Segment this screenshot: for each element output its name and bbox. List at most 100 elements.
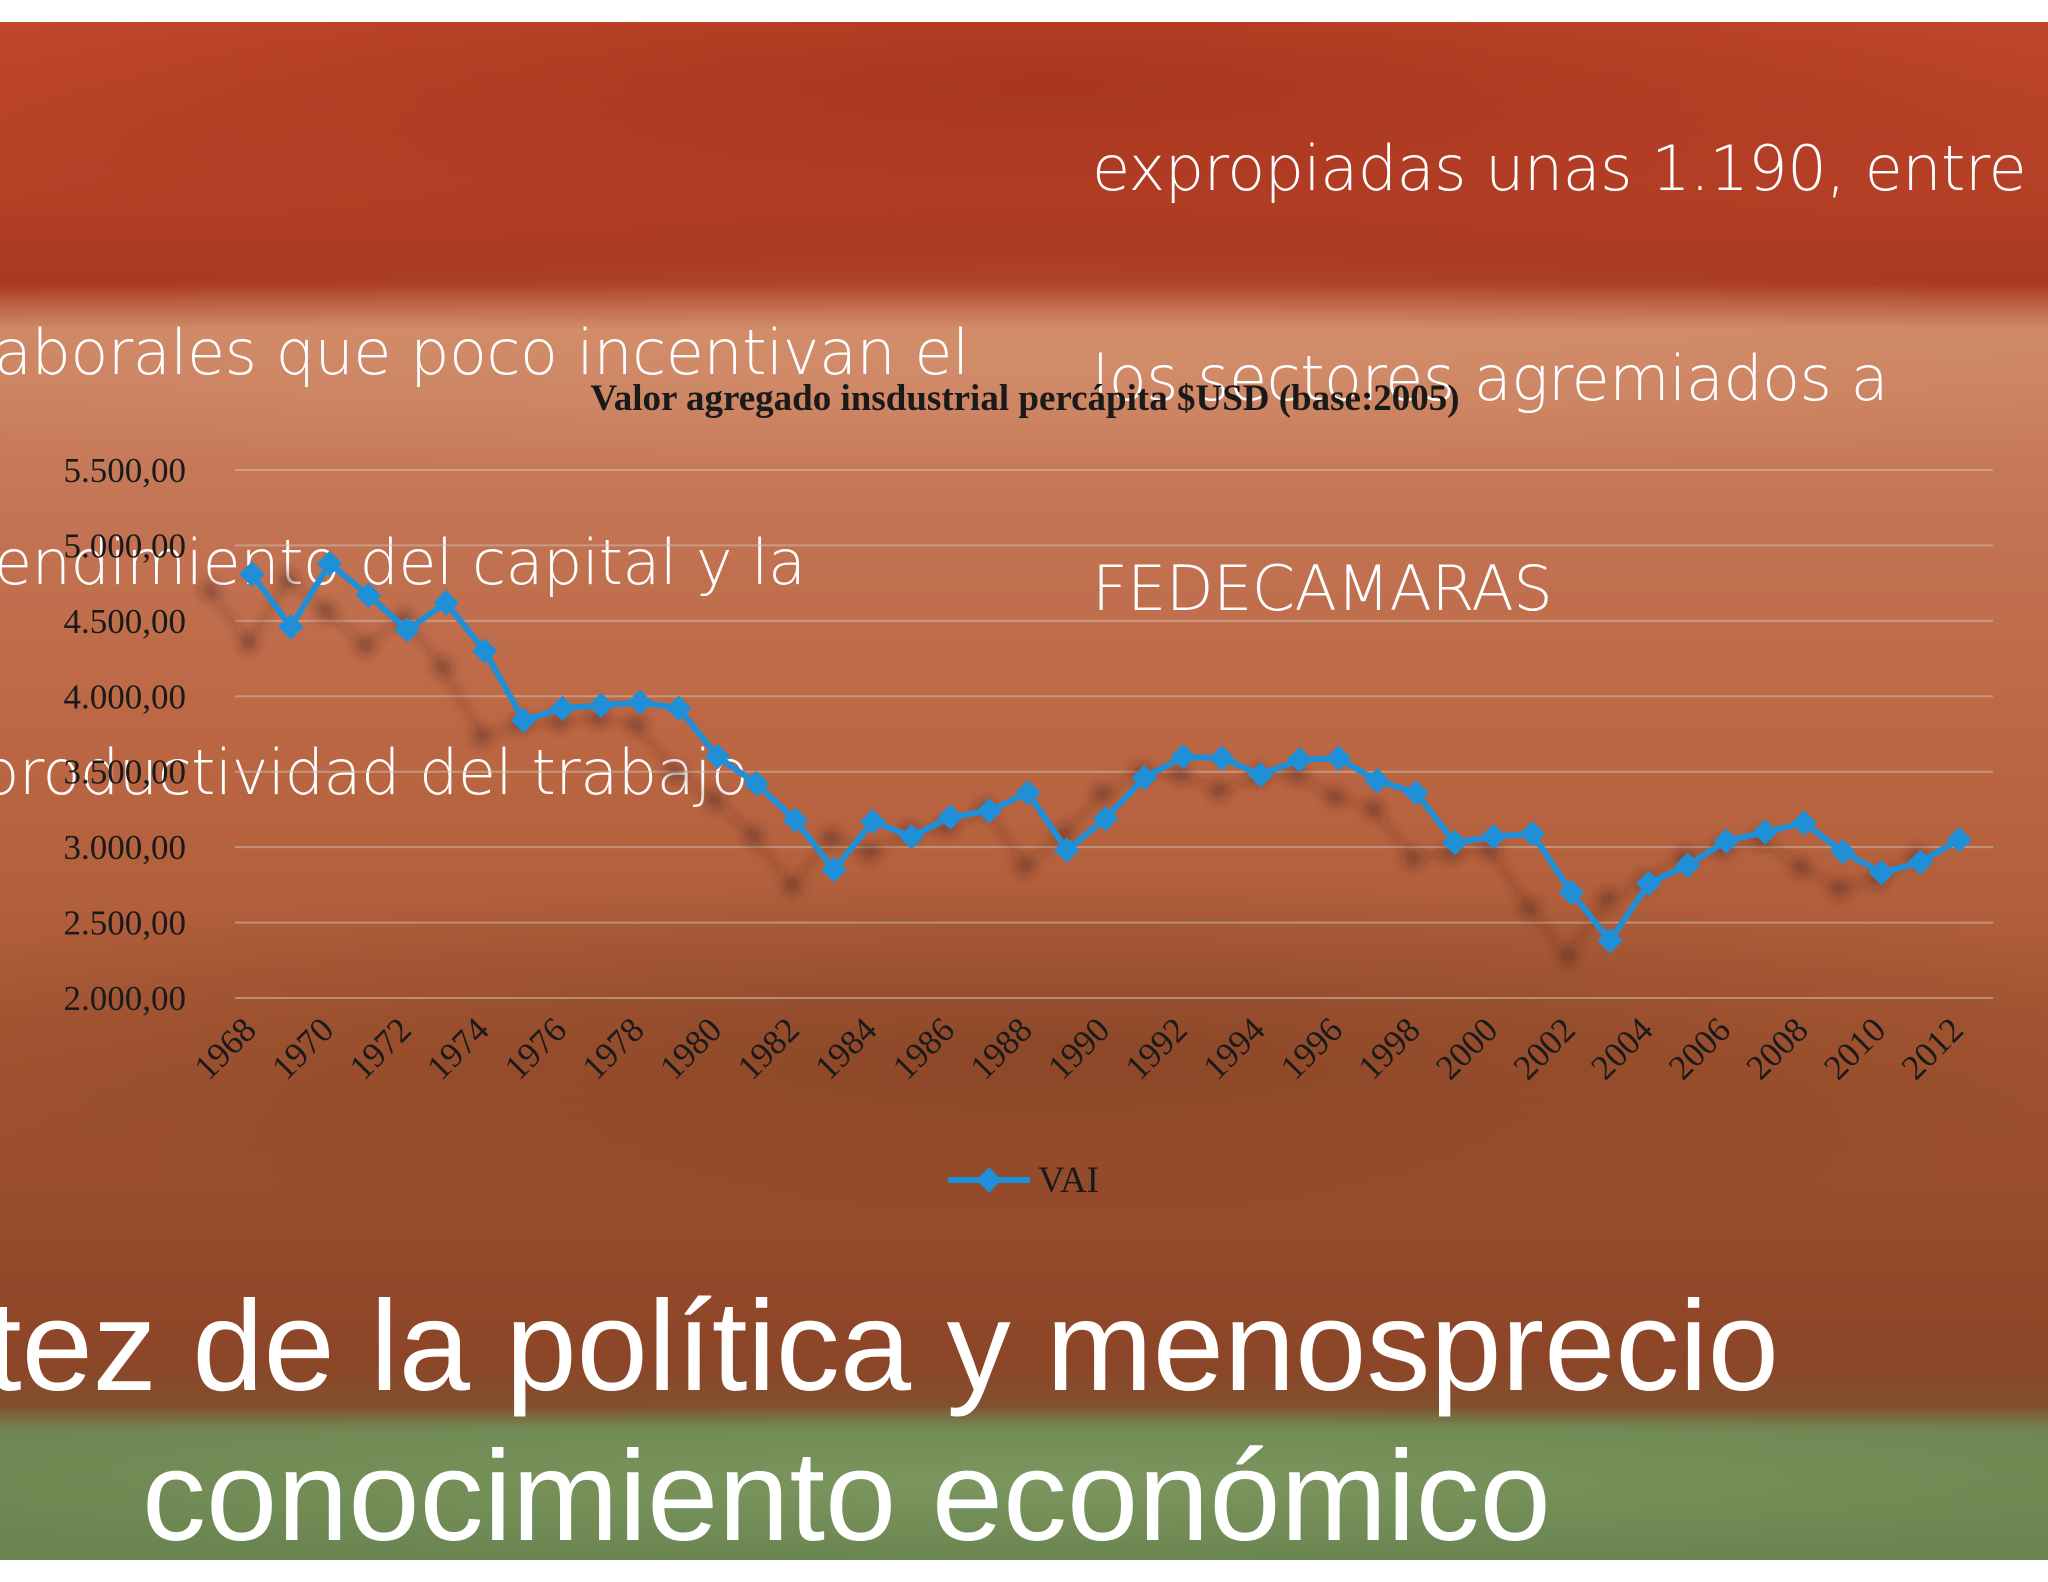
series-point (1946, 826, 1972, 853)
series-shadow-point (315, 600, 338, 623)
bottom-text-line-2: conocimiento económico (142, 1425, 1551, 1568)
series-shadow-point (199, 579, 221, 602)
y-tick-label: 5.000,00 (64, 526, 187, 565)
series-point (394, 617, 420, 643)
legend: VAI (948, 1160, 1099, 1201)
x-tick-label: 2008 (1739, 1010, 1816, 1087)
x-tick-label: 1986 (885, 1010, 962, 1087)
series-point (627, 689, 653, 716)
legend-swatch-marker (976, 1167, 1002, 1193)
x-tick-label: 2004 (1583, 1010, 1660, 1087)
x-tick-label: 1982 (730, 1010, 807, 1087)
series-shadow-point (703, 788, 726, 811)
series-shadow (199, 568, 1929, 968)
series-point (782, 807, 808, 833)
x-tick-label: 1972 (342, 1010, 419, 1087)
x-tick-label: 1970 (264, 1010, 341, 1087)
series-point (666, 695, 692, 722)
series-shadow-point (470, 725, 493, 748)
x-tick-label: 2012 (1894, 1010, 1971, 1087)
series-point (588, 692, 614, 719)
series-shadow-point (1828, 877, 1851, 900)
series-shadow-point (276, 568, 299, 591)
x-tick-label: 1968 (187, 1010, 264, 1087)
legend-label: VAI (1038, 1160, 1099, 1201)
right-text-line-3: FEDECAMARAS (1092, 552, 1553, 625)
series-vai (239, 550, 1972, 954)
left-text-line-3: endimiento del capital y la (0, 526, 806, 599)
series-shadow-point (625, 713, 648, 736)
x-tick-label: 1998 (1351, 1010, 1428, 1087)
series-point (433, 590, 459, 616)
x-tick-label: 2006 (1661, 1010, 1738, 1087)
series-point (549, 695, 576, 722)
y-tick-label: 2.500,00 (64, 904, 187, 943)
chart-title: Valor agregado insdustrial percápita $US… (590, 378, 1459, 419)
x-tick-label: 1980 (652, 1010, 729, 1087)
y-axis-ticks: 2.000,00 2.500,00 3.000,00 3.500,00 4.000,00… (64, 451, 187, 1018)
left-text-block: aborales que poco incentivan el endimien… (0, 0, 969, 878)
series-shadow-point (1091, 782, 1114, 805)
series-point (278, 614, 304, 640)
series-point (1209, 745, 1235, 771)
series-shadow-point (742, 824, 765, 847)
series-shadow-point (1595, 888, 1618, 911)
y-tick-label: 4.500,00 (64, 602, 187, 641)
series-shadow-point (1169, 763, 1191, 786)
y-tick-label: 4.000,00 (64, 677, 187, 716)
series-shadow-point (664, 761, 687, 784)
x-tick-label: 1992 (1118, 1010, 1195, 1087)
y-tick-label: 5.500,00 (64, 451, 187, 490)
x-tick-label: 1996 (1273, 1010, 1350, 1087)
series-shadow-point (1557, 945, 1579, 968)
right-text-line-2: los sectores agremiados a (1092, 342, 1889, 415)
x-tick-label: 1974 (419, 1010, 496, 1087)
x-tick-label: 1994 (1195, 1010, 1272, 1087)
x-axis-ticks: 1968 1970 1972 1974 1976 1978 1980 1982 1984 1986… (187, 1010, 1971, 1087)
series-shadow-point (858, 841, 881, 864)
series-point (316, 550, 343, 577)
series-point (704, 743, 731, 770)
series-point (510, 707, 537, 734)
right-text-line-1: expropiadas unas 1.190, entre (1092, 132, 2027, 205)
x-tick-label: 1990 (1040, 1010, 1117, 1087)
x-tick-label: 1984 (807, 1010, 884, 1087)
series-point (821, 857, 847, 883)
series-point (898, 823, 925, 850)
series-shadow-point (354, 634, 377, 657)
series-point (743, 771, 770, 797)
series-shadow-line (207, 575, 1919, 962)
series-shadow-point (1363, 797, 1385, 820)
left-text-line-2: aborales que poco incentivan el (0, 316, 969, 389)
x-tick-label: 1978 (575, 1010, 652, 1087)
series-shadow-point (1518, 897, 1541, 920)
x-tick-label: 1988 (963, 1010, 1040, 1087)
series-shadow-point (431, 656, 454, 679)
y-tick-label: 3.500,00 (64, 753, 187, 792)
x-tick-label: 2000 (1428, 1010, 1505, 1087)
y-tick-label: 3.000,00 (64, 828, 187, 867)
right-text-block: expropiadas unas 1.190, entre los sector… (1092, 0, 2027, 694)
gridlines (235, 469, 1993, 999)
series-shadow-point (1401, 847, 1424, 870)
x-tick-label: 2010 (1816, 1010, 1893, 1087)
series-shadow-point (1013, 855, 1036, 878)
series-shadow-point (1789, 856, 1812, 879)
series-point (355, 582, 382, 608)
series-point (860, 808, 886, 835)
bottom-text-line-1: tez de la política y menosprecio (0, 1275, 1779, 1418)
series-shadow-point (781, 874, 803, 897)
y-tick-label: 2.000,00 (64, 979, 187, 1018)
x-tick-label: 2002 (1506, 1010, 1583, 1087)
series-point (976, 798, 1002, 824)
series-point (472, 638, 498, 664)
series-shadow-point (1207, 779, 1230, 802)
series-point (937, 804, 964, 830)
series-shadow-point (1324, 785, 1347, 808)
series-point (239, 561, 265, 587)
bottom-text-block: tez de la política y menosprecio conocim… (0, 1272, 2048, 1572)
series-shadow-point (819, 826, 842, 849)
x-tick-label: 1976 (497, 1010, 574, 1087)
series-shadow-point (237, 631, 260, 654)
